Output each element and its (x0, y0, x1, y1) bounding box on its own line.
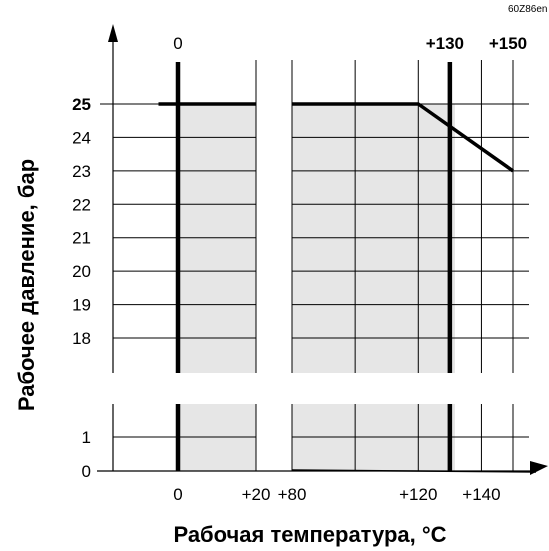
series-group (158, 102, 537, 473)
shade-right-upper (292, 104, 455, 373)
y-tick-label-3: 22 (72, 195, 91, 214)
y-axis-title: Рабочее давление, бар (14, 159, 39, 411)
y-tick-labels: 25 24 23 22 21 20 19 18 1 0 (72, 95, 91, 481)
series-line-zero (291, 469, 537, 473)
y-tick-label-4: 21 (72, 229, 91, 248)
y-tick-label-8: 1 (82, 428, 91, 447)
y-tick-label-9: 0 (82, 462, 91, 481)
x-tick-label-1: +20 (242, 485, 271, 504)
figure-code: 60Z86en (508, 4, 547, 15)
grid (100, 60, 529, 471)
y-tick-label-5: 20 (72, 262, 91, 281)
x-tick-label-4: +140 (462, 485, 500, 504)
shade-left-upper (178, 104, 256, 373)
x-axis-title: Рабочая температура, °C (173, 522, 446, 547)
y-tick-label-2: 23 (72, 162, 91, 181)
shaded-regions (178, 104, 455, 471)
top-labels: 0 +130 +150 (173, 34, 527, 53)
top-label-0: 0 (173, 34, 182, 53)
x-tick-label-2: +80 (278, 485, 307, 504)
x-tick-label-0: 0 (173, 485, 182, 504)
y-tick-label-7: 18 (72, 329, 91, 348)
top-label-2: +150 (489, 34, 527, 53)
y-axis-arrow (108, 24, 118, 42)
x-tick-labels: 0 +20 +80 +120 +140 (173, 485, 500, 504)
series-line-1 (292, 102, 515, 173)
y-tick-label-0: 25 (72, 95, 91, 114)
top-label-1: +130 (426, 34, 464, 53)
x-tick-label-3: +120 (399, 485, 437, 504)
x-axis-arrow (530, 461, 548, 475)
y-tick-label-6: 19 (72, 296, 91, 315)
boundary-lines (175, 62, 453, 471)
y-tick-label-1: 24 (72, 128, 91, 147)
